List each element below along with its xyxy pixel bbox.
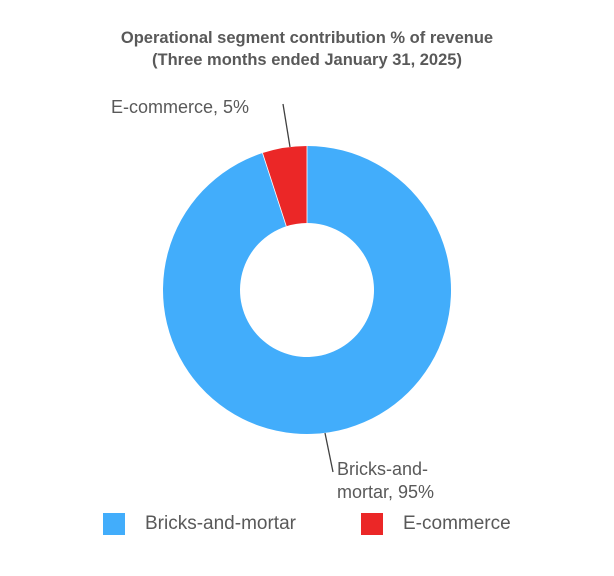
leader-line-bricks [324, 432, 334, 473]
legend-swatch-e-commerce [361, 513, 383, 535]
slice-e-commerce[interactable] [262, 146, 308, 227]
chart-title: Operational segment contribution % of re… [0, 27, 614, 71]
data-label-e-commerce: E-commerce, 5% [111, 97, 250, 117]
legend-label-e-commerce: E-commerce [403, 513, 511, 534]
legend: Bricks-and-mortar E-commerce [0, 513, 614, 539]
legend-swatch-bricks-and-mortar [103, 513, 125, 535]
chart-title-line2: (Three months ended January 31, 2025) [152, 51, 462, 69]
legend-label-bricks-and-mortar: Bricks-and-mortar [145, 513, 296, 534]
slice-bricks-and-mortar[interactable] [163, 146, 452, 434]
data-label-bricks-line1: Bricks-and- [337, 459, 429, 479]
legend-item-bricks-and-mortar[interactable]: Bricks-and-mortar [103, 513, 296, 535]
legend-item-e-commerce[interactable]: E-commerce [361, 513, 511, 535]
leader-line-e-commerce [282, 103, 291, 148]
chart-title-line1: Operational segment contribution % of re… [120, 29, 494, 47]
data-label-bricks-line2: mortar, 95% [337, 482, 435, 502]
data-label-bricks-and-mortar: Bricks-and- mortar, 95% [337, 458, 434, 504]
